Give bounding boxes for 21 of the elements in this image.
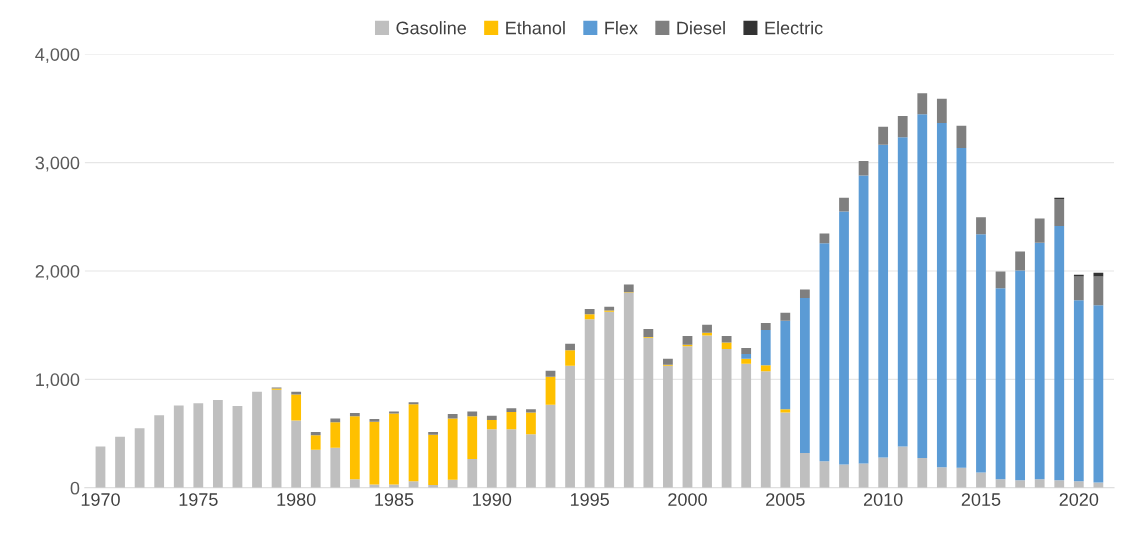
y-tick-label: 4,000 — [35, 48, 80, 64]
x-tick-label: 2010 — [863, 493, 903, 506]
y-tick-label: 0 — [70, 481, 80, 495]
legend-label: Electric — [765, 21, 823, 35]
legend-label: Gasoline — [396, 21, 467, 35]
x-tick-label: 2015 — [961, 493, 1001, 506]
x-tick-label: 1970 — [81, 493, 120, 506]
x-tick-label: 2000 — [668, 493, 707, 506]
x-tick-label: 1985 — [375, 493, 414, 506]
y-tick-label: 1,000 — [36, 373, 80, 389]
x-tick-label: 2020 — [1059, 493, 1099, 506]
x-tick-label: 1975 — [179, 493, 218, 506]
x-tick-label: 1980 — [277, 493, 316, 506]
y-tick-label: 2,000 — [35, 264, 80, 280]
x-tick-label: 2005 — [766, 493, 805, 506]
legend-label: Ethanol — [506, 21, 565, 35]
legend-label: Diesel — [677, 21, 725, 35]
y-tick-label: 3,000 — [35, 156, 80, 172]
x-tick-label: 1990 — [473, 493, 512, 506]
legend-label: Flex — [605, 21, 638, 35]
x-tick-label: 1995 — [570, 493, 609, 506]
